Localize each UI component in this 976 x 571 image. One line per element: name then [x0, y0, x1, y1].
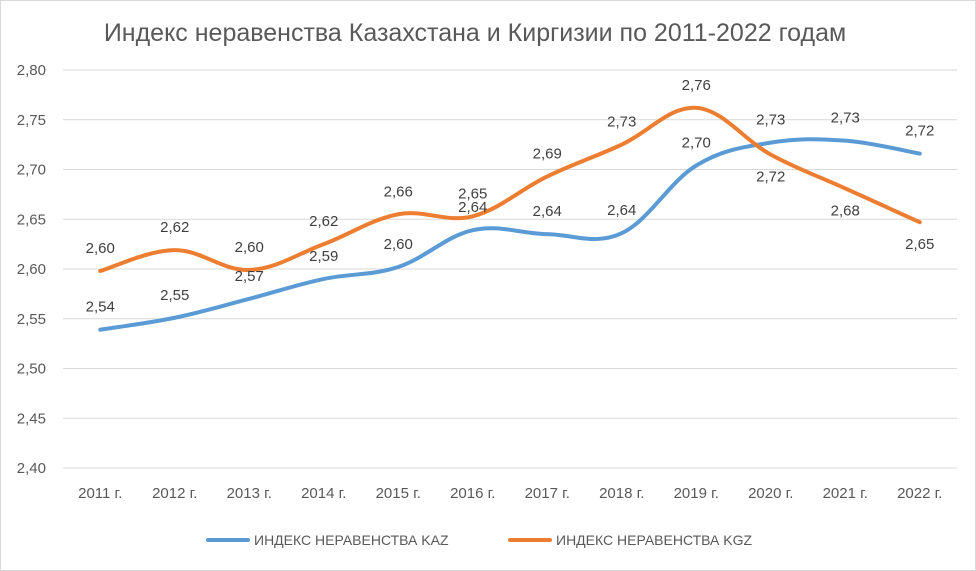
data-label: 2,73 [831, 110, 860, 127]
data-label: 2,55 [160, 287, 189, 304]
data-label: 2,72 [905, 123, 934, 140]
x-tick-label: 2013 г. [227, 485, 272, 502]
y-tick-label: 2,70 [17, 162, 46, 179]
x-tick-label: 2021 г. [823, 485, 868, 502]
y-tick-label: 2,55 [17, 311, 46, 328]
data-label: 2,54 [86, 299, 115, 316]
x-tick-label: 2014 г. [301, 485, 346, 502]
series-lines [98, 105, 922, 332]
data-label: 2,60 [384, 236, 413, 253]
x-tick-label: 2018 г. [599, 485, 644, 502]
data-label: 2,62 [160, 219, 189, 236]
x-tick-label: 2012 г. [152, 485, 197, 502]
legend-label: ИНДЕКС НЕРАВЕНСТВА KGZ [556, 532, 752, 548]
data-label: 2,60 [86, 240, 115, 257]
data-label: 2,65 [905, 236, 934, 253]
y-tick-label: 2,40 [17, 460, 46, 477]
data-label: 2,69 [533, 145, 562, 162]
y-tick-label: 2,75 [17, 112, 46, 129]
data-label: 2,68 [831, 202, 860, 219]
data-label: 2,62 [309, 213, 338, 230]
x-axis-ticks: 2011 г. 2012 г. 2013 г. 2014 г. 2015 г. 2016 … [78, 485, 942, 502]
data-label: 2,64 [533, 203, 562, 220]
x-tick-label: 2016 г. [450, 485, 495, 502]
y-axis-ticks: 2,40 2,45 2,50 2,55 2,60 2,65 2,70 2,75 2,80 [17, 62, 46, 477]
y-tick-label: 2,60 [17, 261, 46, 278]
data-label: 2,59 [309, 248, 338, 265]
data-label: 2,65 [458, 185, 487, 202]
data-label: 2,76 [682, 77, 711, 94]
data-label: 2,70 [682, 135, 711, 152]
y-tick-label: 2,80 [17, 62, 46, 79]
legend-label: ИНДЕКС НЕРАВЕНСТВА KAZ [254, 532, 449, 548]
data-label: 2,72 [756, 169, 785, 186]
data-label: 2,57 [235, 268, 264, 285]
y-tick-label: 2,65 [17, 211, 46, 228]
data-label: 2,66 [384, 183, 413, 200]
y-tick-label: 2,45 [17, 410, 46, 427]
x-tick-label: 2017 г. [525, 485, 570, 502]
x-tick-label: 2020 г. [748, 485, 793, 502]
data-label: 2,60 [235, 239, 264, 256]
series-line-kgz [98, 105, 922, 273]
data-label: 2,64 [458, 199, 487, 216]
x-tick-label: 2022 г. [897, 485, 942, 502]
legend: ИНДЕКС НЕРАВЕНСТВА KAZ ИНДЕКС НЕРАВЕНСТВА… [206, 532, 752, 548]
data-label: 2,73 [756, 112, 785, 129]
series-line-kaz [98, 137, 922, 332]
data-label: 2,64 [607, 202, 636, 219]
data-label: 2,73 [607, 114, 636, 131]
gridlines [63, 69, 957, 469]
y-tick-label: 2,50 [17, 361, 46, 378]
x-tick-label: 2019 г. [674, 485, 719, 502]
x-tick-label: 2015 г. [376, 485, 421, 502]
x-tick-label: 2011 г. [78, 485, 122, 502]
chart-title: Индекс неравенства Казахстана и Киргизии… [103, 19, 847, 47]
data-labels: 2,54 2,55 2,57 2,59 2,60 2,64 2,64 2,64 2,70 2,73… [86, 77, 935, 316]
